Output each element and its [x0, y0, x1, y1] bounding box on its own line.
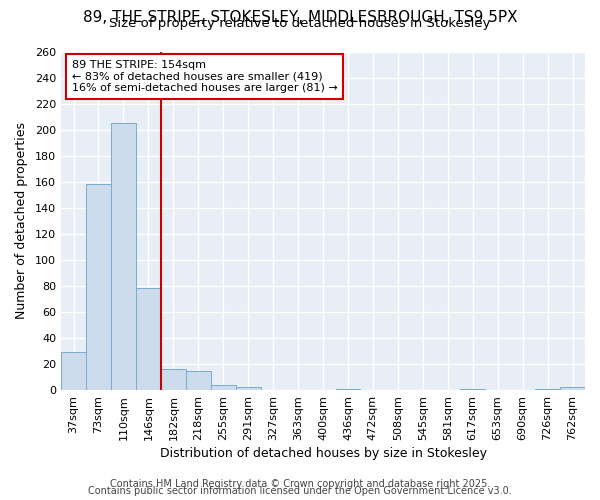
Bar	[335, 389, 361, 390]
Bar	[535, 389, 560, 390]
Bar	[236, 388, 260, 390]
Bar	[186, 370, 211, 390]
Bar	[86, 184, 111, 390]
Bar	[560, 388, 585, 390]
Bar	[111, 123, 136, 390]
Bar	[460, 389, 485, 390]
X-axis label: Distribution of detached houses by size in Stokesley: Distribution of detached houses by size …	[160, 447, 487, 460]
Bar	[136, 288, 161, 390]
Bar	[161, 369, 186, 390]
Bar	[211, 385, 236, 390]
Text: Contains HM Land Registry data © Crown copyright and database right 2025.: Contains HM Land Registry data © Crown c…	[110, 479, 490, 489]
Text: Contains public sector information licensed under the Open Government Licence v3: Contains public sector information licen…	[88, 486, 512, 496]
Text: 89 THE STRIPE: 154sqm
← 83% of detached houses are smaller (419)
16% of semi-det: 89 THE STRIPE: 154sqm ← 83% of detached …	[71, 60, 337, 93]
Bar	[61, 352, 86, 390]
Text: 89, THE STRIPE, STOKESLEY, MIDDLESBROUGH, TS9 5PX: 89, THE STRIPE, STOKESLEY, MIDDLESBROUGH…	[83, 10, 517, 25]
Text: Size of property relative to detached houses in Stokesley: Size of property relative to detached ho…	[109, 18, 491, 30]
Y-axis label: Number of detached properties: Number of detached properties	[15, 122, 28, 320]
